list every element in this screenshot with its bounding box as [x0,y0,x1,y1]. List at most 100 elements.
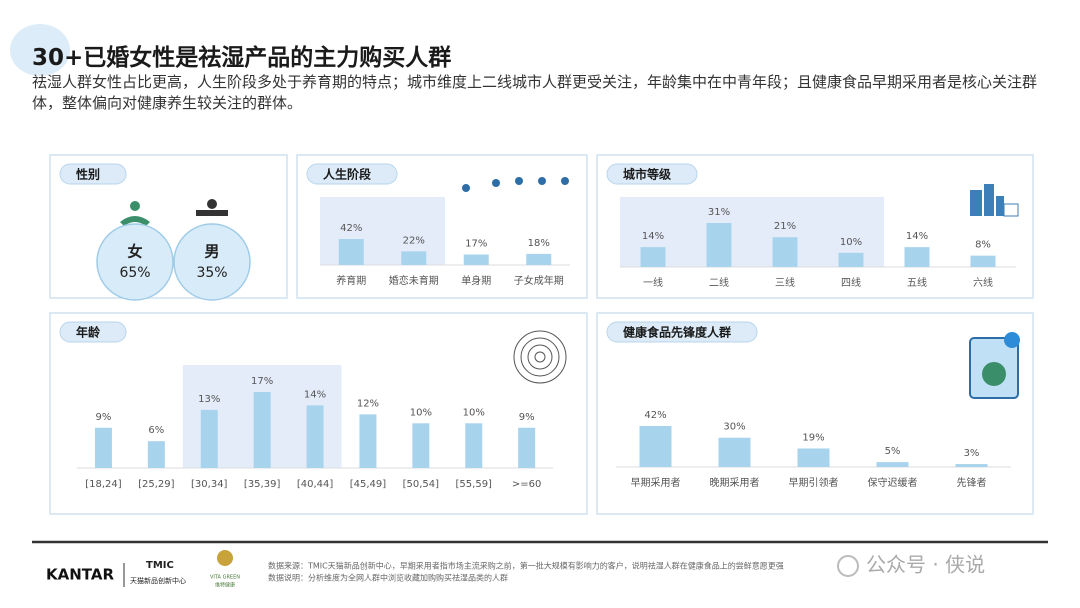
category-label: [40,44] [297,479,334,490]
category-label: 早期采用者 [631,477,681,489]
category-label: 五线 [907,276,927,289]
bar [639,426,672,467]
logo-kantar: KANTAR [46,566,114,584]
bar [526,253,552,265]
value-label: 10% [463,407,485,418]
panel-title-pill [606,163,698,185]
page-title: 30+已婚女性是祛湿产品的主力购买人群 [32,45,452,71]
category-label: 晚期采用者 [710,477,760,489]
value-label: 14% [906,231,928,242]
bar [465,423,483,468]
panel-title: 性别 [75,167,100,182]
value-label: 3% [964,448,980,459]
value-label: 31% [708,207,730,218]
value-label: 42% [644,410,666,421]
category-label: [45,49] [350,479,387,490]
value-label: 10% [410,407,432,418]
value-label: 18% [528,238,550,249]
logo-tmic: TMIC [146,560,174,571]
bar [401,251,427,265]
watermark: 公众号 · 侠说 [866,553,985,577]
share-category: 男 [204,243,219,261]
category-label: [50,54] [403,479,440,490]
category-label: 二线 [709,276,729,289]
panel-title: 健康食品先锋度人群 [623,325,731,340]
value-label: 17% [251,376,273,387]
value-label: 14% [304,389,326,400]
panel-title-pill [59,321,127,343]
value-label: 22% [403,235,425,246]
value-label: 13% [198,394,220,405]
panel-title: 人生阶段 [323,167,372,182]
category-label: 单身期 [461,274,491,287]
value-label: 12% [357,398,379,409]
people-icon [462,177,569,192]
bag-icon [969,332,1020,399]
decor-bubble [10,24,70,76]
category-label: [35,39] [244,479,281,490]
category-label: 三线 [775,276,795,289]
panel [596,154,1034,299]
value-label: 19% [802,432,824,443]
page-subtitle: 祛湿人群女性占比更高，人生阶段多处于养育期的特点；城市维度上二线城市人群更受关注… [32,73,1038,112]
bar [412,423,430,468]
value-label: 9% [96,412,112,423]
category-label: 养育期 [336,274,366,287]
bar [359,414,377,468]
category-label: 六线 [973,276,993,289]
bar [253,392,271,468]
panel [49,312,588,515]
buildings-icon [970,184,1019,217]
category-label: [25,29] [138,479,175,490]
category-label: 四线 [841,276,861,289]
bar [838,252,864,267]
category-label: 一线 [643,276,663,289]
panel-title-pill [306,163,398,185]
bar [970,255,996,267]
value-label: 5% [885,446,901,457]
logo-vita: VITA GREEN [210,575,240,581]
gender-icons [120,199,228,226]
category-label: [55,59] [456,479,493,490]
share-circle [173,223,251,301]
bar [876,462,909,467]
value-label: 9% [519,412,535,423]
panel [296,154,588,299]
bar [718,437,751,467]
panel-title: 年龄 [76,325,101,340]
logo-vita-icon [217,550,233,566]
category-label: 婚恋未育期 [389,274,439,287]
bar [338,239,364,265]
bar [200,409,218,468]
share-category: 女 [127,243,142,261]
data-note: 数据说明：分析维度为全网人群中浏览收藏加购购买祛湿品类的人群 [268,573,508,583]
bar [772,237,798,267]
value-label: 8% [975,240,991,251]
value-label: 6% [148,425,164,436]
category-label: 早期引领者 [789,476,839,489]
rings-icon [513,330,567,384]
category-label: [30,34] [191,479,228,490]
panel [596,312,1034,515]
bar [904,247,930,267]
panel-title-pill [59,163,127,185]
panel [49,154,288,299]
panel-title-pill [606,321,758,343]
bar [147,441,165,468]
value-label: 42% [340,223,362,234]
bar [640,247,666,267]
category-label: 保守迟缓者 [868,476,918,489]
logo-vita-name: 维特健康 [215,582,235,589]
category-label: >=60 [512,479,541,490]
source-note: 数据来源：TMIC天猫新品创新中心，早期采用者指市场主流采购之前，第一批大规模有… [268,561,784,571]
logo-tmic-name: 天猫新品创新中心 [130,576,186,585]
value-label: 21% [774,221,796,232]
category-label: [18,24] [85,479,122,490]
bar [518,427,536,468]
category-label: 先锋者 [957,476,987,489]
panel-title: 城市等级 [623,167,671,182]
share-label: 35% [196,265,227,281]
watermark-icon [837,555,859,577]
